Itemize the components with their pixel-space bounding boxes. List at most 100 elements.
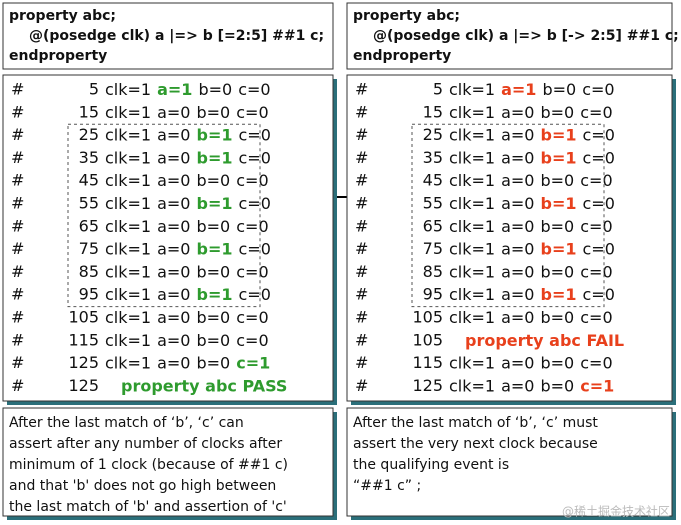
log-marker: #	[355, 216, 368, 235]
log-field: clk=1	[449, 171, 495, 190]
log-field: b=0	[198, 80, 232, 99]
log-time: 95	[79, 285, 99, 304]
log-field: clk=1	[449, 376, 495, 395]
log-field: c=0	[236, 262, 268, 281]
log-field: c=0	[236, 102, 268, 121]
log-field: c=0	[580, 171, 612, 190]
log-field: a=0	[501, 262, 534, 281]
log-field: a=0	[501, 216, 534, 235]
log-field: c=0	[236, 216, 268, 235]
log-field: c=1	[236, 353, 270, 372]
note-line: the last match of 'b' and assertion of '…	[9, 499, 287, 515]
log-field: a=0	[157, 262, 190, 281]
log-field: c=0	[582, 285, 614, 304]
log-time: 115	[68, 330, 99, 349]
log-field: c=0	[238, 285, 270, 304]
log-time: 125	[68, 376, 99, 395]
log-field: a=0	[157, 330, 190, 349]
log-line: clk=1 a=0 b=0 c=0	[449, 353, 613, 372]
log-marker: #	[355, 125, 368, 144]
log-field: c=0	[236, 171, 268, 190]
log-marker: #	[355, 171, 368, 190]
log-field: a=0	[157, 102, 190, 121]
log-field: clk=1	[449, 239, 495, 258]
log-line: clk=1 a=0 b=1 c=0	[105, 148, 271, 167]
log-time: 105	[412, 330, 443, 349]
log-time: 105	[68, 308, 99, 327]
log-field: a=0	[157, 308, 190, 327]
log-marker: #	[11, 239, 24, 258]
log-marker: #	[355, 285, 368, 304]
log-line: property abc PASS	[121, 376, 287, 395]
log-marker: #	[11, 148, 24, 167]
log-field: b=0	[196, 308, 230, 327]
log-line: property abc FAIL	[465, 330, 624, 349]
log-line: clk=1 a=0 b=0 c=0	[105, 308, 269, 327]
log-marker: #	[11, 376, 24, 395]
log-marker: #	[11, 216, 24, 235]
log-line: clk=1 a=0 b=0 c=1	[105, 353, 270, 372]
b-window	[411, 123, 605, 308]
log-field: c=0	[236, 308, 268, 327]
log-field: b=0	[196, 353, 230, 372]
log-marker: #	[355, 330, 368, 349]
log-time: 125	[412, 376, 443, 395]
log-line: clk=1 a=0 b=1 c=0	[449, 194, 615, 213]
note-line: the qualifying event is	[353, 457, 509, 473]
log-field: property abc FAIL	[465, 330, 624, 349]
log-field: a=0	[157, 353, 190, 372]
log-time: 65	[423, 216, 443, 235]
log-field: clk=1	[105, 125, 151, 144]
log-time: 75	[423, 239, 443, 258]
log-field: b=1	[540, 239, 576, 258]
log-field: c=0	[580, 308, 612, 327]
log-time: 65	[79, 216, 99, 235]
log-time: 105	[412, 308, 443, 327]
note-line: After the last match of ‘b’, ‘c’ must	[353, 415, 598, 431]
log-field: clk=1	[105, 285, 151, 304]
log-field: a=0	[501, 376, 534, 395]
code-line: endproperty	[353, 48, 451, 64]
log-field: a=0	[501, 285, 534, 304]
log-line: clk=1 a=0 b=0 c=0	[449, 102, 613, 121]
log-line: clk=1 a=0 b=1 c=0	[449, 125, 615, 144]
log-box	[346, 74, 673, 402]
note-line: assert the very next clock because	[353, 436, 598, 452]
log-field: c=1	[580, 376, 614, 395]
log-marker: #	[355, 353, 368, 372]
log-marker: #	[355, 148, 368, 167]
log-field: c=0	[582, 125, 614, 144]
log-field: clk=1	[449, 148, 495, 167]
log-line: clk=1 a=0 b=0 c=0	[105, 171, 269, 190]
log-line: clk=1 a=0 b=0 c=0	[449, 216, 613, 235]
log-line: clk=1 a=0 b=1 c=0	[449, 148, 615, 167]
log-field: clk=1	[105, 148, 151, 167]
log-field: a=0	[157, 239, 190, 258]
log-field: c=0	[582, 194, 614, 213]
log-field: c=0	[580, 216, 612, 235]
watermark: @稀土掘金技术社区	[562, 504, 670, 519]
log-field: b=1	[196, 148, 232, 167]
log-field: c=0	[582, 148, 614, 167]
log-marker: #	[355, 80, 368, 99]
log-field: clk=1	[105, 216, 151, 235]
log-time: 35	[423, 148, 443, 167]
log-field: b=0	[196, 262, 230, 281]
log-field: b=0	[540, 353, 574, 372]
log-field: clk=1	[449, 80, 495, 99]
log-time: 125	[68, 353, 99, 372]
log-field: a=1	[157, 80, 192, 99]
log-marker: #	[11, 353, 24, 372]
log-field: b=0	[540, 102, 574, 121]
log-field: a=0	[501, 171, 534, 190]
log-marker: #	[355, 308, 368, 327]
log-line: clk=1 a=0 b=1 c=0	[105, 285, 271, 304]
code-box	[346, 2, 673, 70]
log-marker: #	[355, 376, 368, 395]
code-line: endproperty	[9, 48, 107, 64]
note-line: assert after any number of clocks after	[9, 436, 282, 452]
log-field: clk=1	[449, 262, 495, 281]
log-field: c=0	[580, 262, 612, 281]
log-time: 5	[433, 80, 443, 99]
log-field: clk=1	[449, 308, 495, 327]
